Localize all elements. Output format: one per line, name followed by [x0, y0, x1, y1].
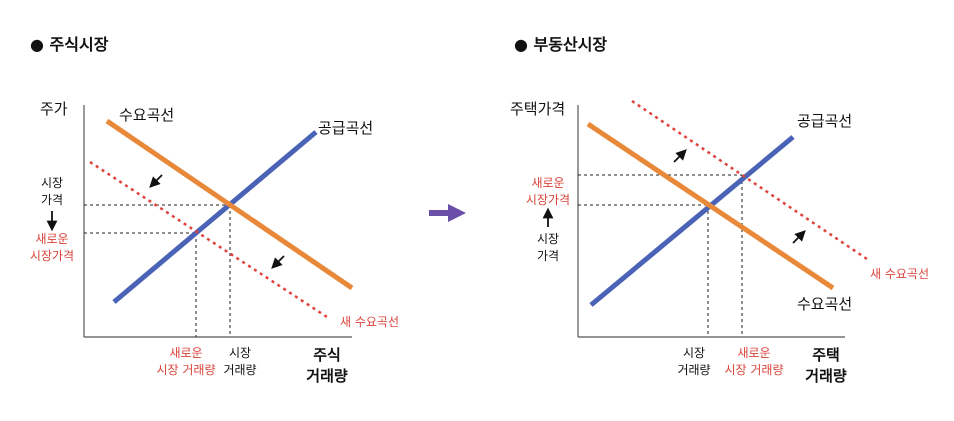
market-price-label-line2: 가격 — [537, 249, 559, 263]
market-volume-label-line2: 거래량 — [677, 363, 710, 377]
x-axis-label-line1: 주택 — [812, 346, 840, 364]
new-demand-curve — [631, 99, 868, 261]
y-axis-label: 주가 — [40, 100, 68, 118]
x-axis-label-line1: 주식 — [313, 346, 341, 364]
new-demand-curve — [89, 160, 328, 319]
real-estate-market-title: ● 부동산시장 — [514, 35, 607, 54]
shift-arrow-icon — [792, 230, 806, 244]
new-market-price-label-line2: 시장가격 — [526, 193, 570, 207]
new-demand-curve-label: 새 수요곡선 — [870, 267, 929, 281]
supply-curve — [112, 130, 318, 304]
market-volume-label-line2: 거래량 — [223, 363, 256, 377]
shift-arrow-icon — [149, 174, 163, 188]
x-axis-label-line2: 거래량 — [306, 367, 348, 385]
demand-curve-label: 수요곡선 — [119, 106, 174, 124]
x-axis-label-line2: 거래량 — [805, 367, 847, 385]
shift-arrow-icon — [271, 255, 285, 269]
new-market-price-label-line2: 시장가격 — [30, 249, 74, 263]
demand-curve — [586, 121, 835, 291]
real-estate-market-diagram: ● 부동산시장 주택가격 주택 거래량 공급곡선 수요곡선 새 수요곡선 새로운… — [510, 35, 929, 385]
market-price-label-line1: 시장 — [537, 232, 559, 246]
stock-market-title: ● 주식시장 — [30, 35, 109, 54]
new-market-volume-label-line2: 시장 거래량 — [724, 363, 783, 377]
market-price-label-line2: 가격 — [41, 193, 63, 207]
y-axis-label: 주택가격 — [510, 100, 565, 118]
new-market-volume-label-line2: 시장 거래량 — [156, 363, 215, 377]
supply-curve-label: 공급곡선 — [318, 119, 373, 137]
new-market-price-label-line1: 새로운 — [35, 232, 68, 246]
shift-arrow-icon — [673, 149, 687, 163]
new-market-volume-label-line1: 새로운 — [169, 346, 202, 360]
market-volume-label-line1: 시장 — [683, 346, 705, 360]
demand-curve — [105, 118, 354, 291]
new-demand-curve-label: 새 수요곡선 — [340, 315, 399, 329]
supply-curve-label: 공급곡선 — [797, 112, 852, 130]
demand-curve-label: 수요곡선 — [797, 295, 852, 313]
stock-market-diagram: ● 주식시장 주가 주식 거래량 수요곡선 공급곡선 새 수요곡선 시장 가격 … — [30, 35, 399, 385]
market-price-label-line1: 시장 — [41, 176, 63, 190]
market-volume-label-line1: 시장 — [229, 346, 251, 360]
transition-arrow-icon — [429, 204, 466, 222]
new-market-volume-label-line1: 새로운 — [737, 346, 770, 360]
supply-curve — [589, 135, 795, 307]
new-market-price-label-line1: 새로운 — [531, 176, 564, 190]
